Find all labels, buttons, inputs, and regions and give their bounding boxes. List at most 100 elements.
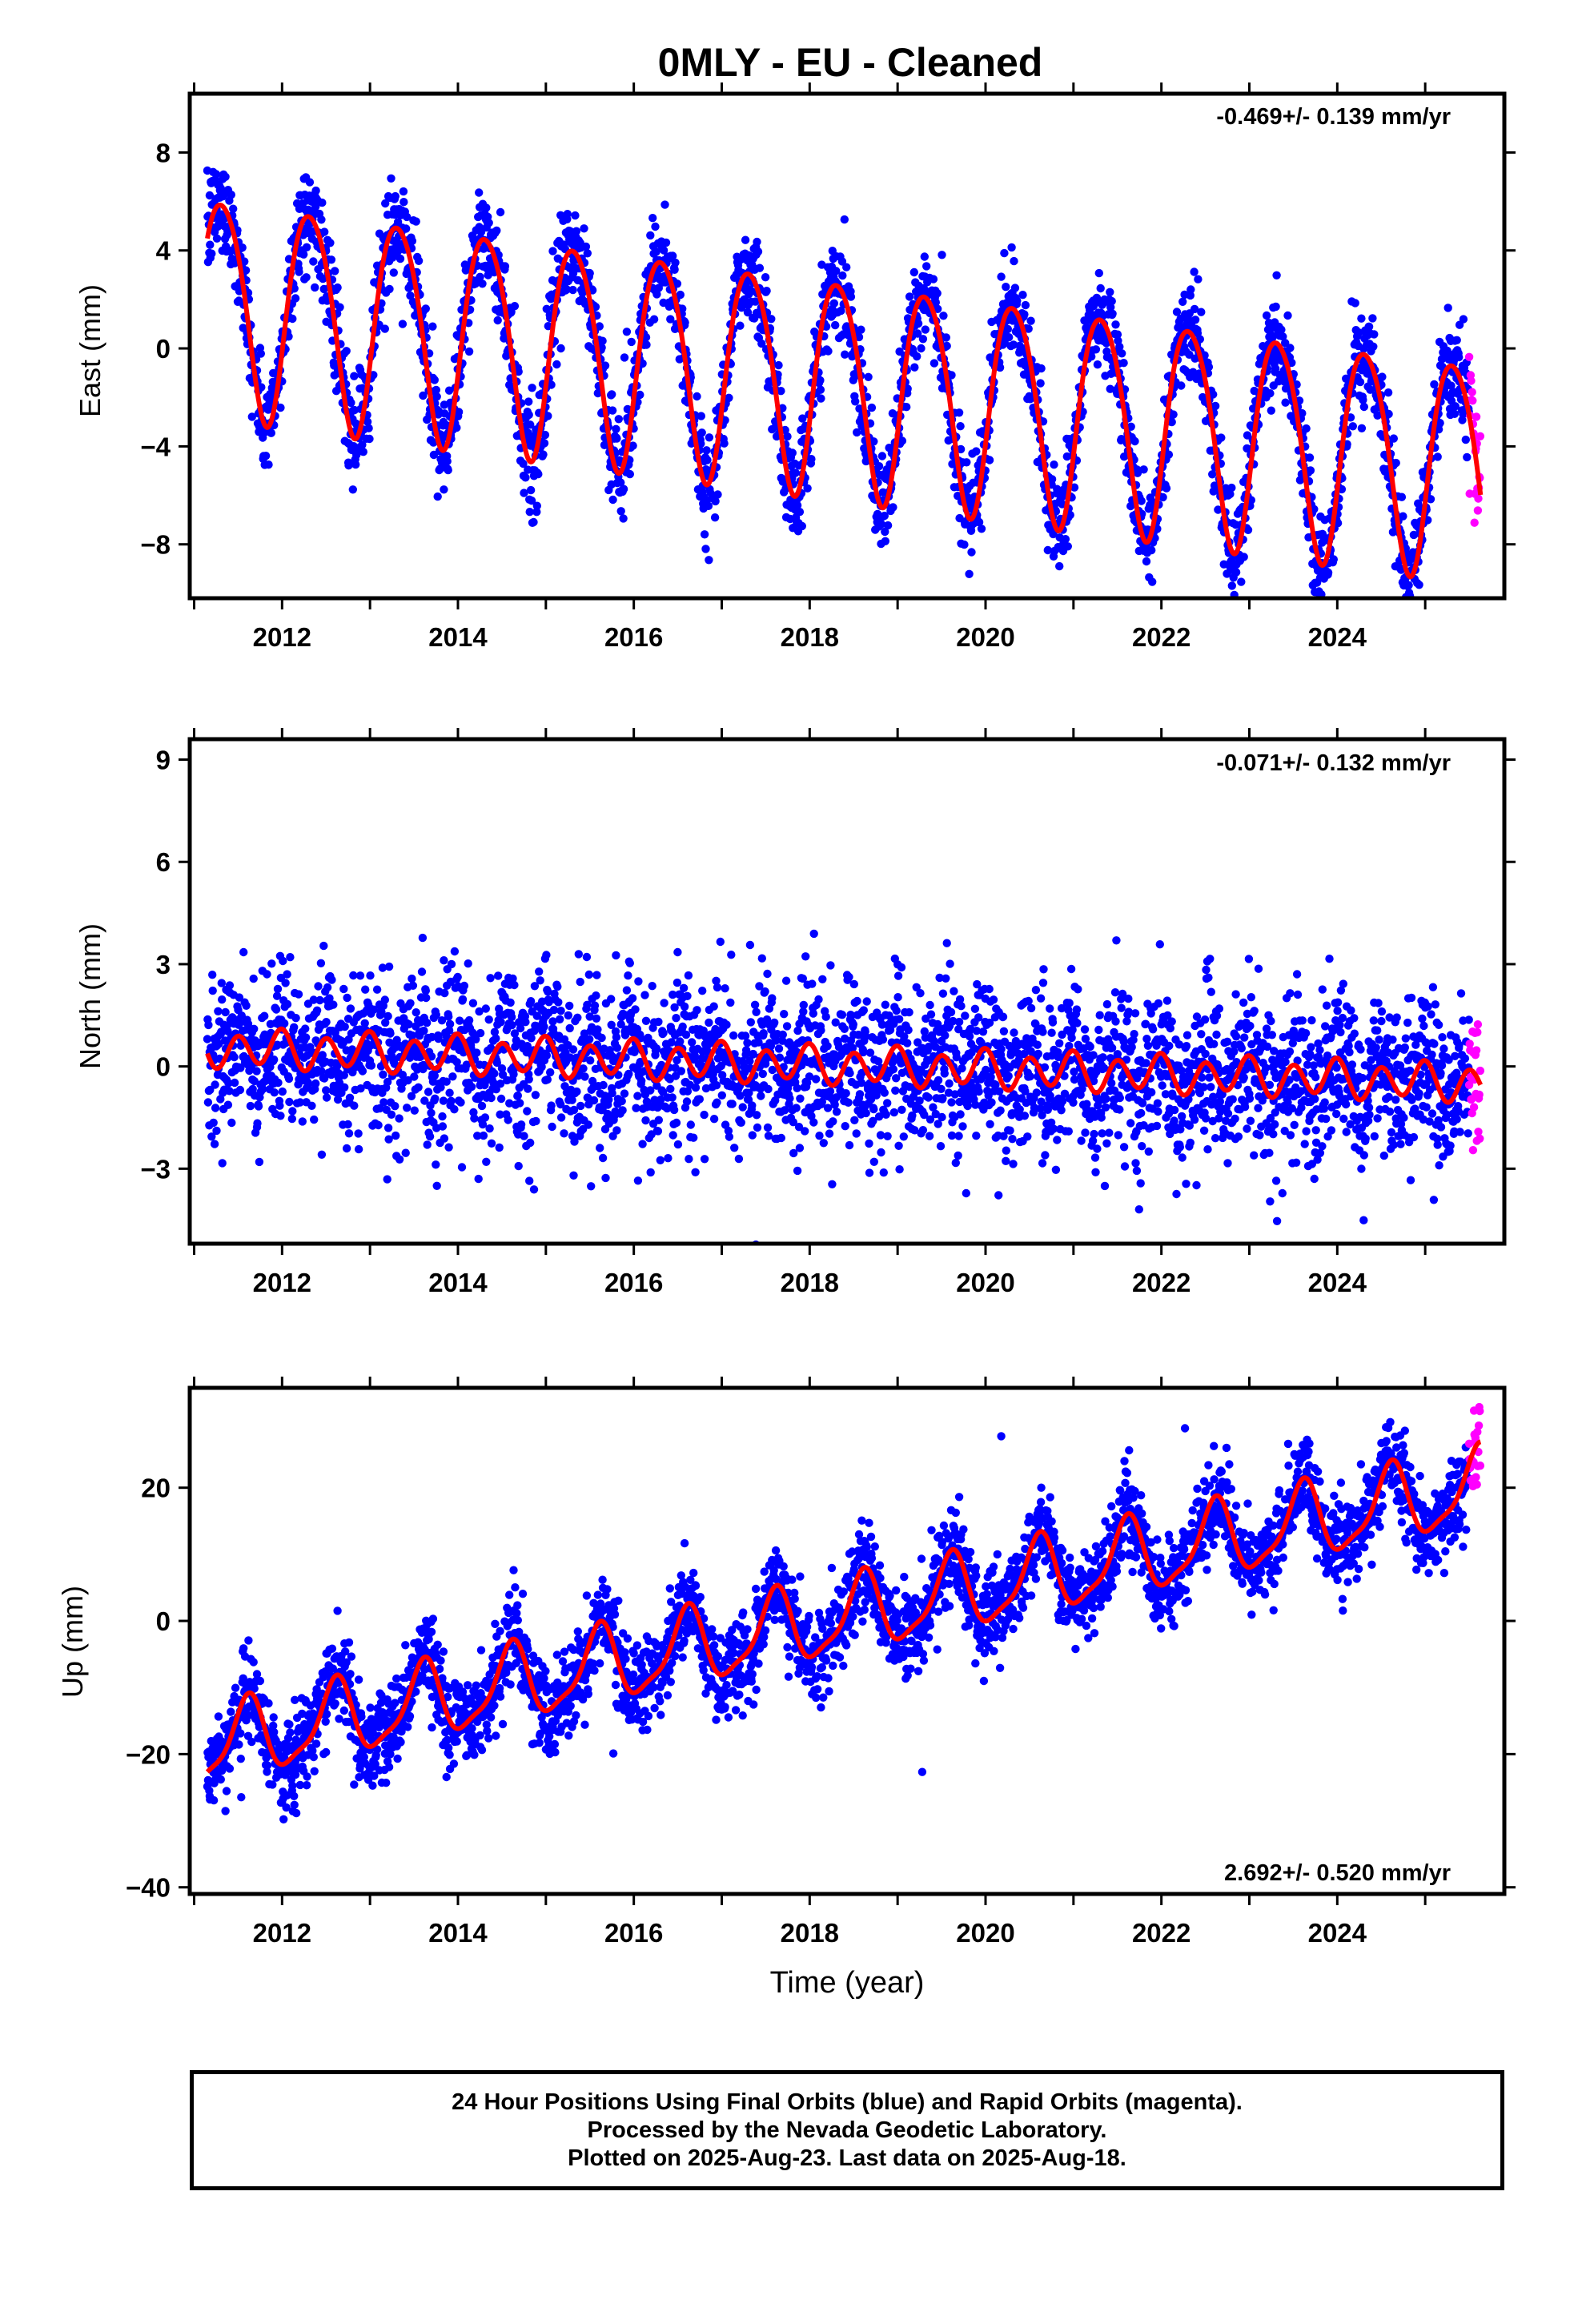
data-point bbox=[930, 359, 939, 368]
data-point bbox=[672, 1118, 681, 1128]
data-point bbox=[544, 412, 552, 420]
data-point bbox=[791, 468, 800, 477]
data-point bbox=[467, 1082, 476, 1092]
data-point bbox=[750, 1000, 760, 1010]
data-point bbox=[374, 1120, 383, 1130]
data-point bbox=[737, 1118, 745, 1128]
data-point bbox=[452, 423, 461, 432]
data-point bbox=[403, 1104, 412, 1112]
data-point bbox=[524, 410, 533, 420]
data-point bbox=[460, 981, 469, 991]
data-point bbox=[705, 433, 714, 442]
data-point bbox=[450, 1105, 459, 1114]
data-point bbox=[432, 392, 441, 401]
data-point bbox=[734, 1154, 744, 1164]
data-point bbox=[612, 1032, 621, 1042]
data-point bbox=[688, 1038, 697, 1047]
data-point bbox=[552, 360, 561, 369]
data-point bbox=[568, 285, 577, 295]
data-point bbox=[661, 238, 671, 247]
y-tick-label: 4 bbox=[156, 236, 171, 266]
data-point bbox=[934, 304, 942, 313]
data-point bbox=[524, 1075, 533, 1084]
data-point bbox=[526, 420, 535, 429]
data-point bbox=[840, 215, 849, 224]
data-point bbox=[1119, 359, 1128, 368]
data-point bbox=[536, 976, 544, 985]
data-point bbox=[829, 1117, 837, 1126]
data-point bbox=[808, 979, 817, 988]
data-point bbox=[444, 1012, 453, 1021]
data-point bbox=[755, 263, 765, 272]
data-point bbox=[514, 1161, 523, 1171]
data-point bbox=[480, 1113, 490, 1122]
data-point bbox=[1050, 460, 1058, 469]
data-point bbox=[309, 257, 318, 266]
data-point bbox=[383, 1124, 393, 1132]
data-point bbox=[620, 353, 629, 362]
data-point bbox=[1020, 310, 1029, 319]
data-point bbox=[270, 1088, 279, 1097]
data-point bbox=[440, 485, 448, 494]
data-point bbox=[1283, 311, 1292, 320]
data-point bbox=[1007, 243, 1016, 252]
data-point bbox=[889, 503, 897, 512]
y-tick-label: −8 bbox=[140, 530, 171, 560]
data-point bbox=[625, 469, 634, 479]
data-point bbox=[880, 511, 889, 521]
data-point bbox=[624, 971, 632, 980]
data-point bbox=[479, 1131, 488, 1140]
data-point bbox=[698, 987, 707, 995]
data-point bbox=[960, 540, 969, 549]
data-point bbox=[701, 545, 710, 553]
data-point bbox=[1271, 364, 1280, 373]
data-point bbox=[828, 1180, 837, 1189]
data-point bbox=[646, 1168, 655, 1177]
data-point bbox=[704, 501, 713, 510]
data-point bbox=[838, 271, 847, 280]
data-point bbox=[869, 437, 878, 446]
data-point bbox=[468, 999, 478, 1007]
data-point bbox=[291, 1014, 300, 1023]
data-point bbox=[638, 359, 647, 368]
data-point bbox=[967, 548, 976, 557]
data-point bbox=[752, 1111, 761, 1120]
data-point bbox=[406, 999, 415, 1008]
data-point bbox=[659, 1028, 668, 1038]
data-point bbox=[383, 1011, 392, 1021]
data-point bbox=[669, 1131, 677, 1140]
data-point bbox=[273, 984, 283, 994]
data-point bbox=[322, 1018, 331, 1027]
data-point bbox=[598, 336, 607, 345]
data-point bbox=[722, 1020, 731, 1029]
data-point bbox=[316, 959, 326, 968]
data-point bbox=[322, 1086, 331, 1095]
data-point bbox=[683, 991, 692, 1001]
data-point bbox=[1036, 379, 1045, 388]
data-point bbox=[654, 1017, 663, 1027]
data-point bbox=[918, 335, 928, 344]
data-point bbox=[263, 970, 271, 979]
data-point bbox=[440, 956, 448, 965]
data-point bbox=[1186, 285, 1195, 294]
data-point bbox=[1018, 291, 1027, 300]
data-point bbox=[672, 1014, 681, 1023]
data-point bbox=[1013, 296, 1022, 305]
data-point bbox=[529, 1185, 539, 1194]
data-point bbox=[582, 952, 592, 962]
data-point bbox=[584, 970, 593, 979]
data-point bbox=[797, 521, 806, 531]
data-point bbox=[556, 344, 565, 353]
data-point bbox=[1177, 381, 1186, 390]
data-point bbox=[728, 1100, 737, 1108]
data-point bbox=[1070, 483, 1079, 492]
data-point bbox=[1172, 308, 1182, 316]
data-point bbox=[346, 1004, 355, 1013]
data-point bbox=[652, 1044, 661, 1053]
data-point bbox=[793, 1166, 802, 1176]
data-point bbox=[496, 207, 505, 217]
data-point bbox=[793, 1084, 801, 1093]
data-point bbox=[252, 1067, 261, 1076]
data-point bbox=[1209, 390, 1218, 399]
data-point bbox=[445, 1019, 455, 1029]
